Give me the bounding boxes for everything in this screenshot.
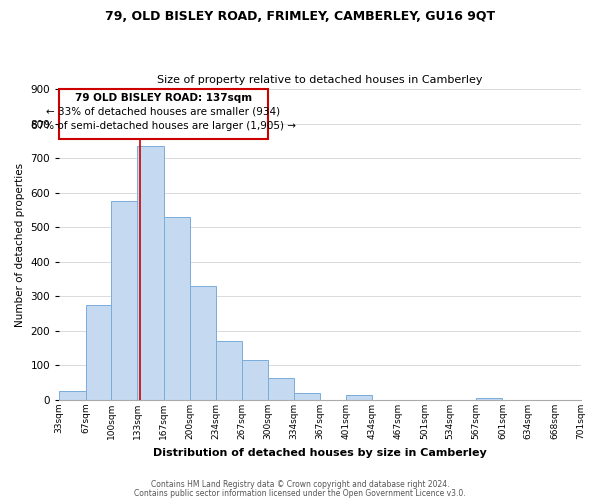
Bar	[190, 286, 216, 400]
Bar	[294, 393, 320, 400]
Text: Contains HM Land Registry data © Crown copyright and database right 2024.: Contains HM Land Registry data © Crown c…	[151, 480, 449, 489]
Text: Contains public sector information licensed under the Open Government Licence v3: Contains public sector information licen…	[134, 490, 466, 498]
Bar	[476, 398, 502, 400]
Text: ← 33% of detached houses are smaller (934): ← 33% of detached houses are smaller (93…	[46, 107, 280, 117]
Bar	[164, 217, 190, 400]
Bar	[268, 378, 294, 400]
Bar	[216, 342, 242, 400]
Bar	[242, 360, 268, 400]
Bar	[59, 390, 86, 400]
Bar	[86, 305, 112, 400]
Bar	[137, 146, 164, 400]
Bar	[59, 89, 268, 139]
X-axis label: Distribution of detached houses by size in Camberley: Distribution of detached houses by size …	[153, 448, 487, 458]
Title: Size of property relative to detached houses in Camberley: Size of property relative to detached ho…	[157, 76, 482, 86]
Bar	[346, 395, 372, 400]
Text: 79, OLD BISLEY ROAD, FRIMLEY, CAMBERLEY, GU16 9QT: 79, OLD BISLEY ROAD, FRIMLEY, CAMBERLEY,…	[105, 10, 495, 23]
Text: 79 OLD BISLEY ROAD: 137sqm: 79 OLD BISLEY ROAD: 137sqm	[75, 92, 252, 102]
Y-axis label: Number of detached properties: Number of detached properties	[15, 162, 25, 326]
Bar	[112, 202, 137, 400]
Text: 67% of semi-detached houses are larger (1,905) →: 67% of semi-detached houses are larger (…	[31, 121, 296, 131]
